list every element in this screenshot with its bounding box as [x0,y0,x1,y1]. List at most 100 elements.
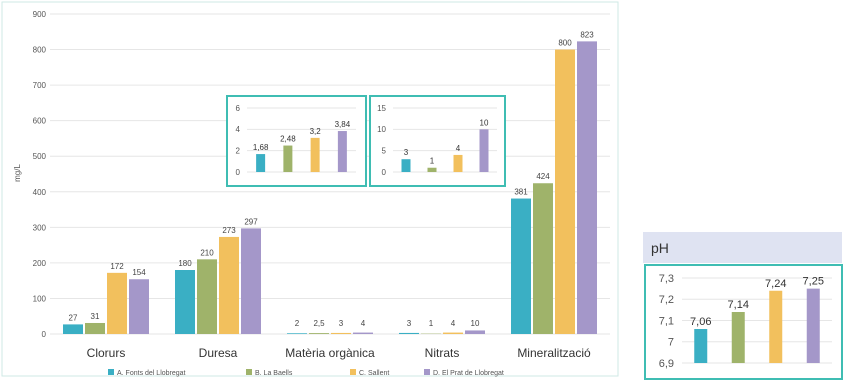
ph-bar-0 [694,329,708,363]
inset2-y-tick-label-1: 5 [382,146,387,155]
bar-mineralitzacio-c-sallent [555,49,575,335]
inset2-data-label-3: 10 [480,118,489,127]
bar-materia-organica-a-fonts-del-llobregat [287,333,307,334]
bar-nitrats-c-sallent [443,332,463,334]
inset2-data-label-0: 3 [404,148,409,157]
x-tick-label-materia-organica: Matèria orgànica [285,346,375,360]
x-tick-label-mineralitzacio: Mineralització [517,346,591,360]
inset1-bar-1 [283,145,293,172]
data-label-mineralitzacio-b-la-baells: 424 [536,172,550,181]
y-tick-label-0: 0 [42,330,47,339]
ph-y-tick-label-2: 7,1 [659,315,674,327]
main-chart-category-labels: Clorurs Duresa Matèria orgànica Nitrats Mine… [87,346,591,360]
bar-mineralitzacio-b-la-baells [533,183,553,334]
x-tick-label-nitrats: Nitrats [425,346,460,360]
ph-bar-1 [731,312,745,363]
inset1-y-tick-label-3: 6 [236,104,241,113]
inset-materia-organica-chart: 0 2 4 6 1,68 2,48 3,2 3,84 [236,104,356,177]
ph-data-label-2: 7,24 [765,278,786,290]
ph-data-label-0: 7,06 [690,316,711,328]
data-label-nitrats-c-sallent: 4 [451,319,456,328]
y-tick-label-500: 500 [33,152,47,161]
y-tick-label-700: 700 [33,81,47,90]
bar-clorurs-b-la-baells [85,322,105,334]
inset2-y-tick-label-0: 0 [382,168,387,177]
inset2-bar-3 [479,129,489,172]
inset1-y-tick-label-0: 0 [236,168,241,177]
y-tick-label-100: 100 [33,294,47,303]
inset1-data-label-3: 3,84 [335,120,351,129]
legend-swatch-d-el-prat-de-llobregat [424,369,430,375]
bar-mineralitzacio-a-fonts-del-llobregat [511,198,531,334]
ph-y-tick-label-3: 7,2 [659,294,674,306]
main-chart-legend: A. Fonts del Llobregat B. La Baells C. Sal… [108,369,504,377]
y-tick-label-200: 200 [33,259,47,268]
bar-duresa-b-la-baells [197,259,217,334]
legend-label-b-la-baells: B. La Baells [255,370,293,377]
inset1-bar-3 [337,131,347,172]
data-label-clorurs-a-fonts-del-llobregat: 27 [69,313,78,322]
bar-duresa-a-fonts-del-llobregat [175,270,195,334]
data-label-clorurs-c-sallent: 172 [110,262,124,271]
data-label-materia-organica-c-sallent: 3 [339,319,344,328]
bar-nitrats-d-el-prat-de-llobregat [465,330,485,334]
inset2-bar-0 [401,159,411,172]
data-label-materia-organica-a-fonts-del-llobregat: 2 [295,319,300,328]
inset2-y-tick-label-2: 10 [377,125,386,134]
inset1-data-label-1: 2,48 [280,135,296,144]
bar-materia-organica-c-sallent [331,332,351,334]
y-tick-label-600: 600 [33,117,47,126]
y-tick-label-800: 800 [33,46,47,55]
legend-swatch-b-la-baells [246,369,252,375]
inset-nitrats-chart: 0 5 10 15 3 1 4 10 [377,104,497,177]
inset2-data-label-1: 1 [430,157,435,166]
ph-data-label-3: 7,25 [803,276,824,288]
ph-header [643,232,842,263]
bar-nitrats-a-fonts-del-llobregat [399,332,419,334]
data-label-duresa-d-el-prat-de-llobregat: 297 [244,217,258,226]
main-chart-panel [1,1,619,377]
inset1-y-tick-label-1: 2 [236,146,241,155]
main-chart-bars [63,41,597,335]
data-label-mineralitzacio-d-el-prat-de-llobregat: 823 [580,30,594,39]
inset1-bar-2 [310,137,320,172]
ph-y-tick-label-0: 6,9 [659,358,674,370]
y-tick-label-300: 300 [33,223,47,232]
bar-clorurs-c-sallent [107,272,127,334]
bar-mineralitzacio-d-el-prat-de-llobregat [577,41,597,334]
x-tick-label-duresa: Duresa [199,346,238,360]
bar-clorurs-d-el-prat-de-llobregat [129,279,149,334]
legend-swatch-a-fonts-del-llobregat [108,369,114,375]
inset1-data-label-2: 3,2 [310,127,322,136]
data-label-clorurs-d-el-prat-de-llobregat: 154 [132,268,146,277]
inset2-bar-2 [453,154,463,172]
ph-data-label-1: 7,14 [728,299,749,311]
data-label-clorurs-b-la-baells: 31 [91,312,100,321]
data-label-materia-organica-d-el-prat-de-llobregat: 4 [361,319,366,328]
legend-label-a-fonts-del-llobregat: A. Fonts del Llobregat [117,370,186,377]
data-label-mineralitzacio-c-sallent: 800 [558,39,572,48]
y-tick-label-900: 900 [33,10,47,19]
ph-chart: 6,9 7 7,1 7,2 7,3 7,06 7,14 7,24 7,25 [659,273,832,370]
data-label-nitrats-a-fonts-del-llobregat: 3 [407,319,412,328]
legend-label-d-el-prat-de-llobregat: D. El Prat de Llobregat [433,370,504,377]
data-label-nitrats-d-el-prat-de-llobregat: 10 [471,319,480,328]
x-tick-label-clorurs: Clorurs [87,346,126,360]
data-label-mineralitzacio-a-fonts-del-llobregat: 381 [514,188,528,197]
y-tick-label-400: 400 [33,188,47,197]
data-label-duresa-b-la-baells: 210 [200,248,214,257]
bar-materia-organica-d-el-prat-de-llobregat [353,332,373,334]
bar-materia-organica-b-la-baells [309,333,329,334]
data-label-nitrats-b-la-baells: 1 [429,319,434,328]
data-label-duresa-a-fonts-del-llobregat: 180 [178,259,192,268]
inset2-data-label-2: 4 [456,144,461,153]
bar-duresa-c-sallent [219,236,239,334]
inset2-bar-1 [427,167,437,172]
ph-y-tick-label-1: 7 [668,337,674,349]
main-chart-y-ticks: 0 100 200 300 400 500 600 700 800 900 [33,10,47,339]
main-chart-y-axis-label: mg/L [13,164,22,182]
ph-y-tick-label-4: 7,3 [659,273,674,285]
inset1-bar-0 [256,154,266,172]
